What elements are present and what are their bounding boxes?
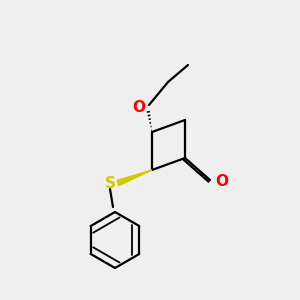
Polygon shape (117, 170, 152, 186)
Text: O: O (215, 175, 228, 190)
Text: O: O (133, 100, 146, 116)
Text: S: S (104, 176, 116, 191)
